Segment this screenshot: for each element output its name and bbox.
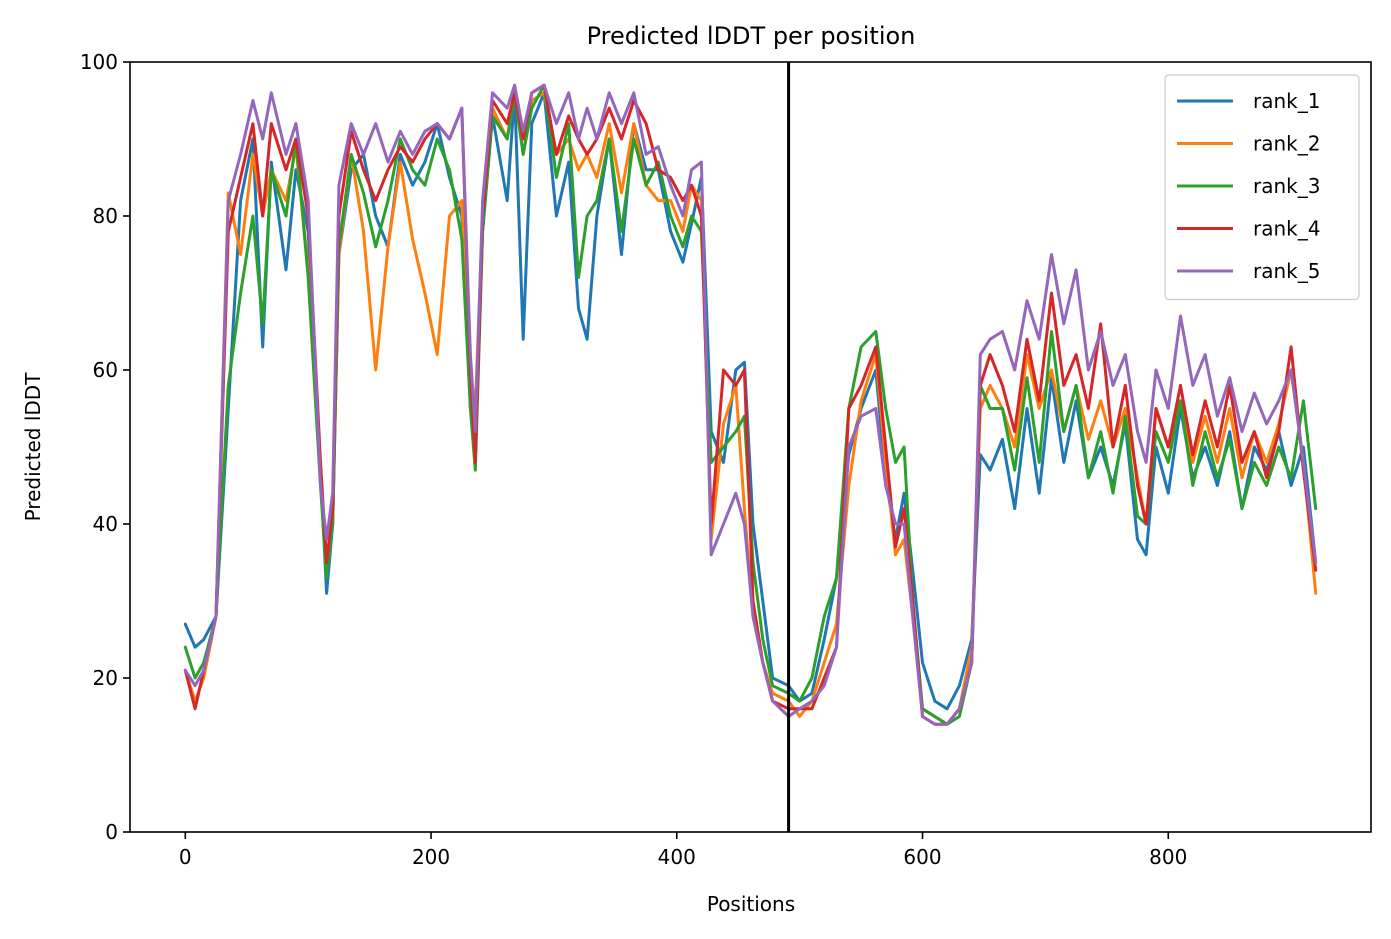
x-tick-label: 400 [658, 845, 696, 869]
x-tick-label: 800 [1149, 845, 1187, 869]
y-tick-label: 20 [93, 666, 118, 690]
plot-frame [129, 61, 1372, 833]
legend-label-rank-1: rank_1 [1253, 89, 1320, 113]
legend-label-rank-5: rank_5 [1253, 259, 1320, 283]
series-line-rank-5 [183, 83, 1318, 726]
series-line-rank-4 [183, 83, 1318, 726]
y-tick-label: 40 [93, 512, 118, 536]
x-tick-label: 600 [903, 845, 941, 869]
x-tick-label: 0 [179, 845, 192, 869]
y-tick-label: 0 [105, 820, 118, 844]
series-layer [183, 83, 1318, 726]
chart-title: Predicted lDDT per position [587, 22, 916, 50]
x-axis-title: Positions [707, 892, 795, 916]
y-tick-label: 60 [93, 358, 118, 382]
y-tick-label: 80 [93, 204, 118, 228]
y-axis-title: Predicted lDDT [21, 372, 45, 522]
x-axis-ticks: 0 200 400 600 800 [179, 832, 1187, 869]
legend-box [1164, 74, 1360, 301]
y-axis-ticks: 0 20 40 60 80 100 [80, 50, 130, 844]
legend-label-rank-3: rank_3 [1253, 174, 1320, 198]
y-tick-label: 100 [80, 50, 118, 74]
series-line-rank-3 [183, 83, 1318, 726]
legend-label-rank-2: rank_2 [1253, 132, 1320, 156]
legend: rank_1 rank_2 rank_3 rank_4 rank_5 [1164, 74, 1360, 301]
x-tick-label: 200 [412, 845, 450, 869]
legend-label-rank-4: rank_4 [1253, 217, 1320, 241]
